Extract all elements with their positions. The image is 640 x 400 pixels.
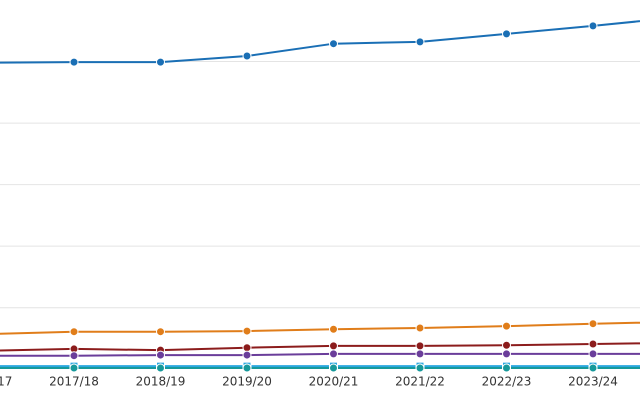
point bbox=[156, 327, 165, 337]
x-tick-label: 2021/22 bbox=[395, 375, 445, 389]
x-tick-label: 2017/18 bbox=[49, 375, 99, 389]
point bbox=[69, 327, 79, 337]
point bbox=[329, 349, 338, 359]
point bbox=[502, 363, 511, 373]
point bbox=[242, 326, 252, 336]
point bbox=[588, 319, 598, 329]
point bbox=[415, 341, 425, 351]
point bbox=[242, 350, 252, 360]
x-tick-label: 2022/23 bbox=[482, 375, 532, 389]
point bbox=[156, 363, 165, 373]
point bbox=[588, 363, 598, 373]
point bbox=[329, 324, 338, 334]
point bbox=[502, 340, 511, 350]
point bbox=[329, 363, 338, 373]
point bbox=[415, 349, 425, 359]
point bbox=[415, 323, 425, 333]
point bbox=[502, 321, 511, 331]
point bbox=[242, 51, 252, 61]
point bbox=[69, 351, 79, 361]
x-tick-label: 2018/19 bbox=[136, 375, 186, 389]
x-tick-label: 2023/24 bbox=[568, 375, 618, 389]
point bbox=[329, 341, 338, 351]
series-line bbox=[0, 20, 640, 64]
point bbox=[415, 37, 425, 47]
x-tick-label: 2019/20 bbox=[222, 375, 272, 389]
point bbox=[156, 57, 165, 67]
point bbox=[242, 343, 252, 353]
point bbox=[242, 363, 252, 373]
series-line bbox=[0, 342, 640, 352]
series-line bbox=[0, 321, 640, 335]
point bbox=[502, 29, 511, 39]
x-tick-label: 2016/17 bbox=[0, 375, 12, 389]
point bbox=[588, 21, 598, 31]
point bbox=[69, 57, 79, 67]
point bbox=[69, 363, 79, 373]
point bbox=[329, 39, 338, 49]
x-tick-label: 2020/21 bbox=[309, 375, 359, 389]
point bbox=[156, 350, 165, 360]
point bbox=[588, 339, 598, 349]
point bbox=[502, 349, 511, 359]
series-line bbox=[0, 352, 640, 357]
point bbox=[588, 349, 598, 359]
point bbox=[415, 363, 425, 373]
